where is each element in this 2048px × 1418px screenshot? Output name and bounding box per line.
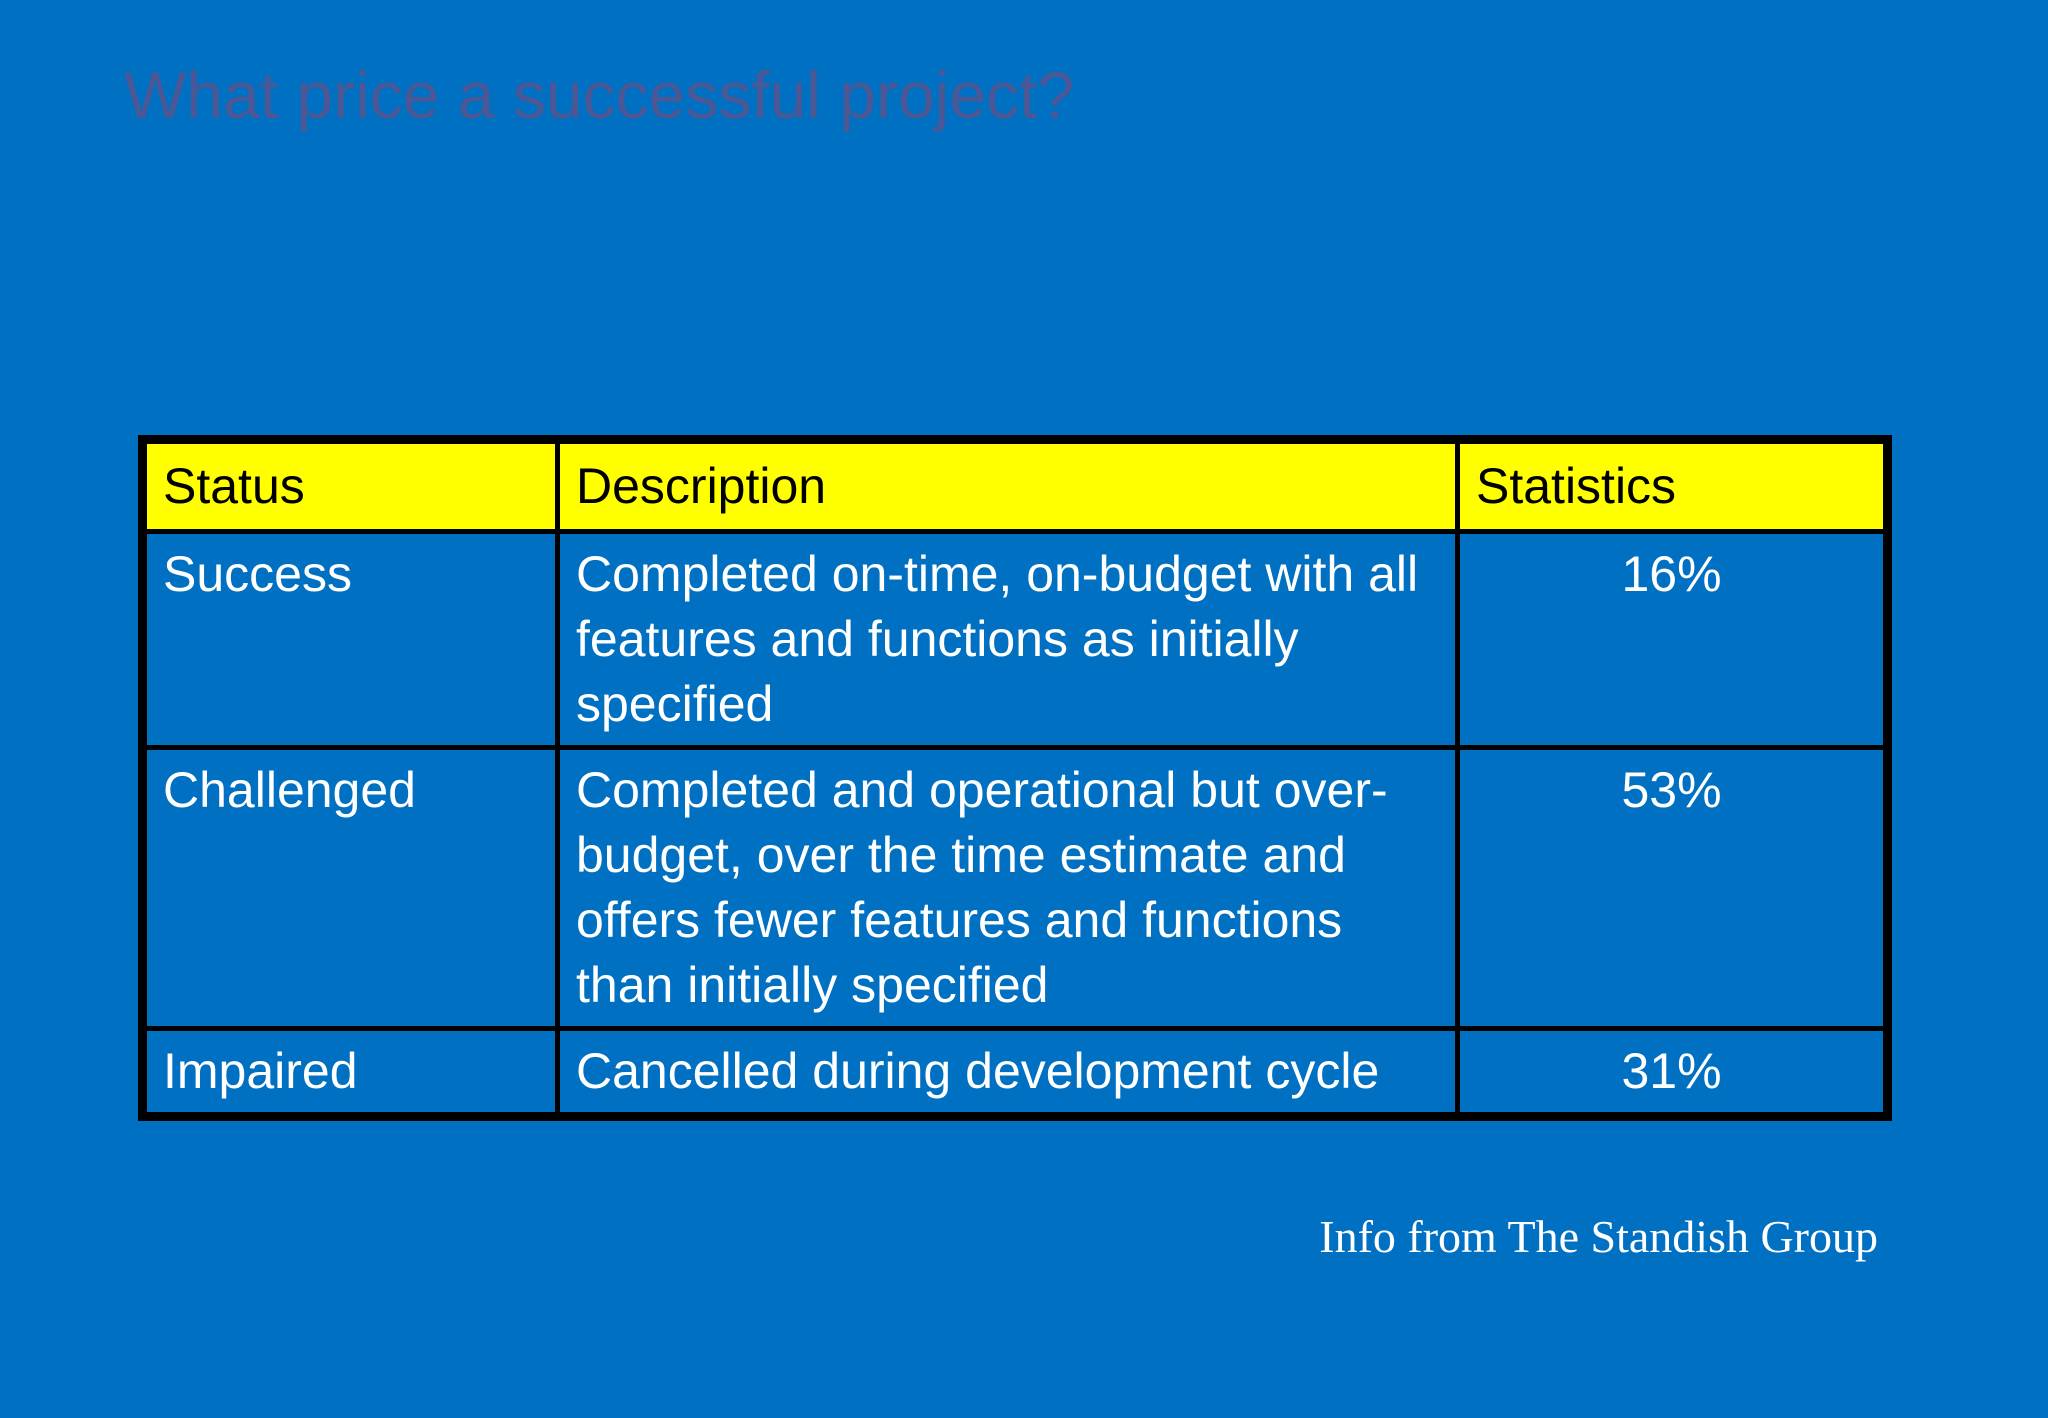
table-row: Success Completed on-time, on-budget wit… bbox=[140, 529, 1890, 750]
statistic-cell: 53% bbox=[1455, 745, 1890, 1031]
status-cell: Impaired bbox=[140, 1026, 560, 1119]
project-status-table: Status Description Statistics Success Co… bbox=[138, 435, 1892, 1121]
column-header-statistics: Statistics bbox=[1455, 437, 1890, 534]
description-cell: Completed and operational but over-budge… bbox=[555, 745, 1460, 1031]
table-header-row: Status Description Statistics bbox=[140, 437, 1890, 534]
status-cell: Success bbox=[140, 529, 560, 750]
attribution-text: Info from The Standish Group bbox=[1319, 1211, 1878, 1262]
statistic-cell: 16% bbox=[1455, 529, 1890, 750]
description-cell: Completed on-time, on-budget with all fe… bbox=[555, 529, 1460, 750]
statistic-cell: 31% bbox=[1455, 1026, 1890, 1119]
column-header-status: Status bbox=[140, 437, 560, 534]
slide-title: What price a successful project? bbox=[124, 58, 1075, 132]
column-header-description: Description bbox=[555, 437, 1460, 534]
table-row: Challenged Completed and operational but… bbox=[140, 745, 1890, 1031]
table-row: Impaired Cancelled during development cy… bbox=[140, 1026, 1890, 1119]
status-cell: Challenged bbox=[140, 745, 560, 1031]
description-cell: Cancelled during development cycle bbox=[555, 1026, 1460, 1119]
